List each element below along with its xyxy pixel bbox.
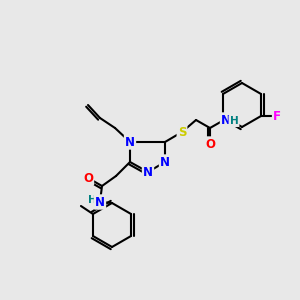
Text: F: F bbox=[273, 110, 281, 122]
Text: S: S bbox=[178, 125, 186, 139]
Text: N: N bbox=[95, 196, 105, 208]
Text: N: N bbox=[160, 155, 170, 169]
Text: N: N bbox=[143, 166, 153, 178]
Text: H: H bbox=[230, 116, 238, 126]
Text: H: H bbox=[88, 195, 96, 205]
Text: N: N bbox=[125, 136, 135, 148]
Text: O: O bbox=[83, 172, 93, 184]
Text: O: O bbox=[205, 137, 215, 151]
Text: N: N bbox=[221, 113, 231, 127]
